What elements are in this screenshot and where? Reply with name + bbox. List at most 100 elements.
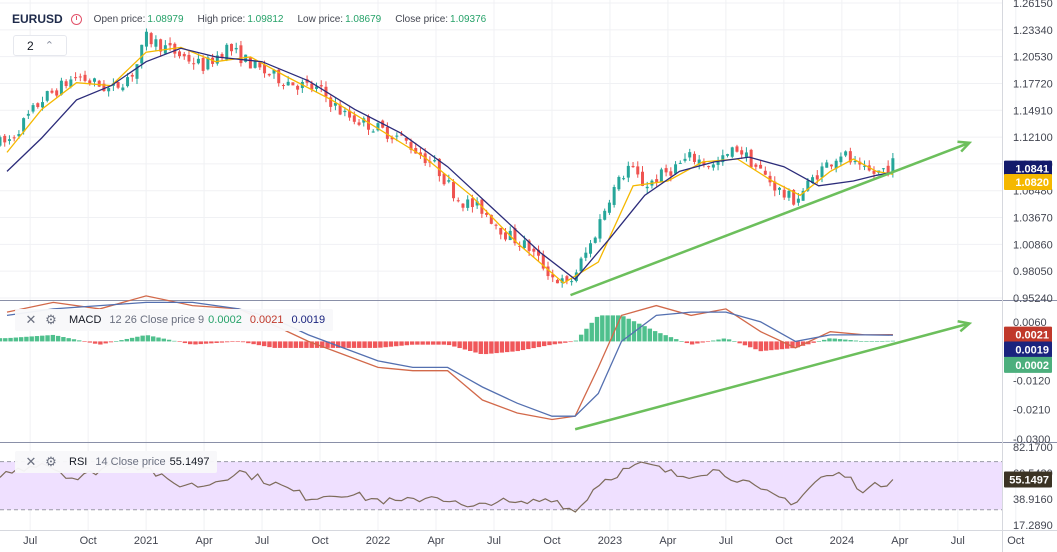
close-price-label: Close price: xyxy=(395,13,449,25)
macd-histogram-bar xyxy=(156,337,161,342)
time-tick-label: Oct xyxy=(775,535,792,547)
price-tick-label: 0.95240 xyxy=(1013,293,1053,305)
macd-histogram-bar xyxy=(816,341,822,342)
macd-params: 12 26 Close price 9 xyxy=(109,314,205,326)
macd-histogram-bar xyxy=(748,341,753,348)
candle-body xyxy=(196,58,200,64)
candle-body xyxy=(102,83,106,92)
macd-histogram-bar xyxy=(689,341,695,345)
macd-histogram-bar xyxy=(457,341,462,349)
candle-body xyxy=(640,171,644,186)
macd-histogram-bar xyxy=(357,341,362,348)
candle-body xyxy=(541,254,545,269)
symbol-name[interactable]: EURUSD xyxy=(12,12,63,26)
macd-histogram-bar xyxy=(55,335,61,342)
candle-body xyxy=(69,79,73,87)
macd-histogram-bar xyxy=(642,326,647,342)
interval-selector[interactable]: 2 ⌃ xyxy=(13,35,67,56)
candle-body xyxy=(622,178,626,180)
macd-histogram-bar xyxy=(145,335,151,342)
close-icon[interactable]: ✕ xyxy=(25,312,37,327)
macd-histogram-bar xyxy=(151,336,156,342)
sma-slow-line xyxy=(6,47,894,281)
candle-body xyxy=(26,113,30,116)
gear-icon[interactable]: ⚙ xyxy=(45,454,57,469)
macd-histogram-bar xyxy=(468,341,473,352)
macd-histogram-bar xyxy=(674,339,679,342)
rsi-value: 55.1497 xyxy=(169,456,210,468)
macd-histogram-bar xyxy=(858,341,864,342)
candle-body xyxy=(593,237,597,243)
candle-body xyxy=(773,181,777,191)
candle-body xyxy=(891,158,895,173)
time-tick-label: Apr xyxy=(659,535,676,547)
macd-histogram-bar xyxy=(71,339,77,342)
macd-histogram-bar xyxy=(66,338,71,342)
candle-body xyxy=(603,210,607,220)
interval-value: 2 xyxy=(27,38,34,53)
price-badge-sma-slow-bg xyxy=(1004,160,1052,177)
macd-histogram-bar xyxy=(578,334,584,342)
macd-histogram-bar xyxy=(557,341,563,344)
clock-icon[interactable] xyxy=(70,13,82,25)
candle-body xyxy=(796,198,800,203)
candle-body xyxy=(45,91,49,101)
time-tick-label: Apr xyxy=(196,535,213,547)
candle-body xyxy=(801,190,805,201)
candle-body xyxy=(253,60,257,68)
candle-body xyxy=(310,83,314,90)
candle-body xyxy=(433,160,437,162)
macd-histogram-bar xyxy=(87,341,93,343)
macd-trend-line[interactable] xyxy=(574,322,970,431)
macd-tick-label: -0.0210 xyxy=(1013,405,1050,417)
close-icon[interactable]: ✕ xyxy=(25,454,37,469)
macd-histogram-bar xyxy=(753,341,758,350)
macd-histogram-bar xyxy=(769,341,774,351)
candle-body xyxy=(485,212,489,215)
macd-histogram-bar xyxy=(478,341,483,354)
candle-body xyxy=(844,151,848,156)
candle-body xyxy=(343,110,347,113)
price-badge-sma-fast-text: 1.0820 xyxy=(1015,177,1049,189)
candle-body xyxy=(777,187,781,190)
macd-histogram-bar xyxy=(256,341,262,346)
chevron-up-icon[interactable]: ⌃ xyxy=(44,40,54,52)
macd-histogram-bar xyxy=(251,341,256,345)
time-tick-label: Jul xyxy=(951,535,965,547)
candle-body xyxy=(886,165,890,173)
macd-histogram-bar xyxy=(610,315,616,342)
time-tick-label: 2021 xyxy=(134,535,158,547)
candle-body xyxy=(829,164,833,167)
macd-histogram-bar xyxy=(790,341,795,349)
candle-body xyxy=(31,105,35,112)
macd-badge-text: 0.0021 xyxy=(1015,330,1049,342)
candle-body xyxy=(107,87,111,92)
macd-histogram-bar xyxy=(372,341,378,348)
macd-badge: 0.0021 xyxy=(1004,326,1052,343)
candle-body xyxy=(466,199,470,208)
macd-histogram-bar xyxy=(615,315,621,342)
macd-histogram-bar xyxy=(520,341,526,351)
macd-histogram-bar xyxy=(124,338,129,342)
macd-histogram-bar xyxy=(261,341,267,347)
candle-body xyxy=(565,276,569,282)
candle-body xyxy=(229,43,233,52)
price-tick-label: 1.23340 xyxy=(1013,25,1053,37)
trend-line[interactable] xyxy=(570,141,970,297)
candle-body xyxy=(83,74,87,81)
high-price-value: 1.09812 xyxy=(247,13,284,25)
candle-body xyxy=(12,137,16,139)
candle-body xyxy=(215,55,219,64)
open-price-label: Open price: xyxy=(93,13,146,25)
macd-histogram-bar xyxy=(589,322,594,342)
candle-body xyxy=(192,63,196,65)
gear-icon[interactable]: ⚙ xyxy=(45,312,57,327)
candle-body xyxy=(792,189,796,205)
candle-body xyxy=(825,162,829,168)
macd-histogram-bar xyxy=(626,318,631,342)
candle-body xyxy=(437,158,441,177)
macd-histogram-bar xyxy=(288,341,293,348)
candle-body xyxy=(872,170,876,174)
macd-histogram-bar xyxy=(77,340,82,342)
candle-body xyxy=(645,186,649,189)
